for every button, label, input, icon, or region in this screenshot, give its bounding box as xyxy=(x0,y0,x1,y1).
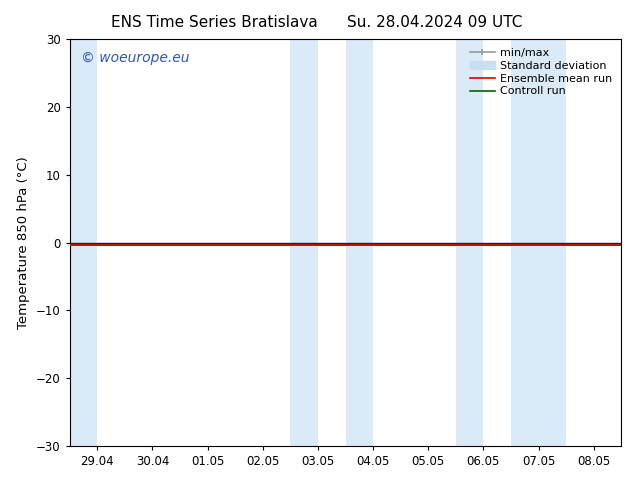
Bar xyxy=(290,39,318,446)
Bar xyxy=(456,39,483,446)
Bar xyxy=(511,39,566,446)
Bar xyxy=(346,39,373,446)
Legend: min/max, Standard deviation, Ensemble mean run, Controll run: min/max, Standard deviation, Ensemble me… xyxy=(467,45,616,100)
Y-axis label: Temperature 850 hPa (°C): Temperature 850 hPa (°C) xyxy=(17,156,30,329)
Text: © woeurope.eu: © woeurope.eu xyxy=(81,51,190,65)
Bar xyxy=(70,39,97,446)
Text: ENS Time Series Bratislava      Su. 28.04.2024 09 UTC: ENS Time Series Bratislava Su. 28.04.202… xyxy=(112,15,522,30)
